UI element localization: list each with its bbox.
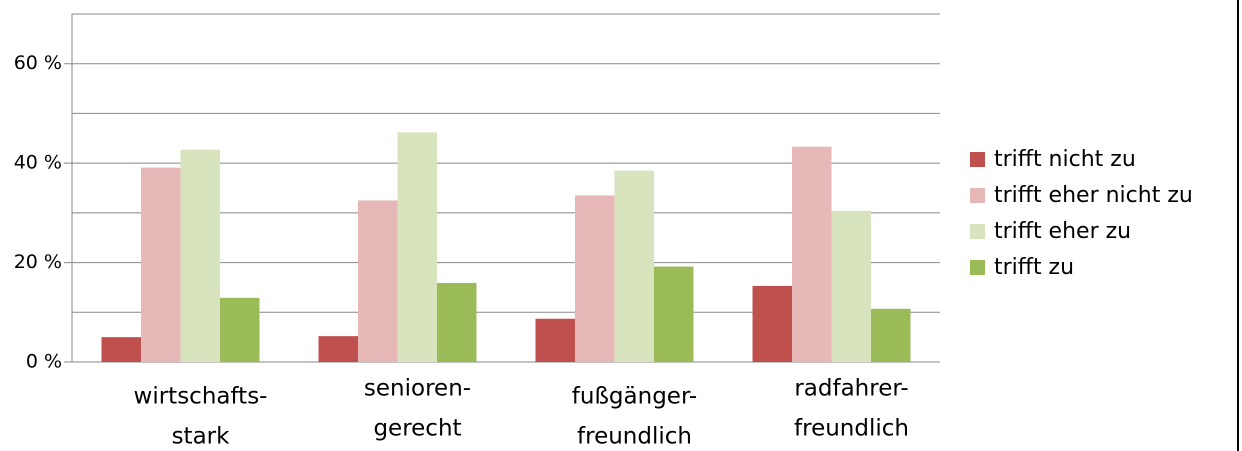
x-tick-label: wirtschafts-	[134, 384, 268, 410]
x-tick-label: gerecht	[373, 416, 461, 442]
bar	[141, 167, 181, 362]
y-tick-label: 60 %	[14, 52, 62, 74]
bar	[575, 195, 615, 362]
x-tick-label: stark	[172, 424, 231, 450]
legend-label: trifft zu	[994, 255, 1074, 280]
bar	[831, 210, 871, 362]
bar	[437, 282, 477, 362]
x-tick-label: senioren-	[364, 376, 471, 402]
legend-label: trifft nicht zu	[994, 147, 1136, 172]
bar	[358, 200, 398, 362]
bar	[397, 132, 437, 362]
legend-swatch	[970, 260, 985, 275]
y-tick-label: 0 %	[26, 351, 62, 373]
bar	[614, 170, 654, 362]
bar	[871, 308, 911, 362]
x-tick-label: freundlich	[577, 424, 692, 450]
legend-label: trifft eher nicht zu	[994, 183, 1193, 208]
bar	[752, 285, 792, 362]
x-tick-label: fußgänger-	[572, 384, 697, 410]
legend-swatch	[970, 224, 985, 239]
x-tick-label: freundlich	[794, 416, 909, 442]
bar	[220, 297, 260, 362]
y-tick-label: 40 %	[14, 152, 62, 174]
y-tick-label: 20 %	[14, 251, 62, 273]
legend-swatch	[970, 188, 985, 203]
bar	[654, 266, 694, 362]
legend-swatch	[970, 152, 985, 167]
bar	[792, 146, 832, 362]
legend-label: trifft eher zu	[994, 219, 1131, 244]
bar	[101, 337, 141, 362]
x-tick-label: radfahrer-	[794, 376, 908, 402]
bar	[535, 318, 575, 362]
bar	[180, 149, 220, 362]
bar	[318, 336, 358, 362]
